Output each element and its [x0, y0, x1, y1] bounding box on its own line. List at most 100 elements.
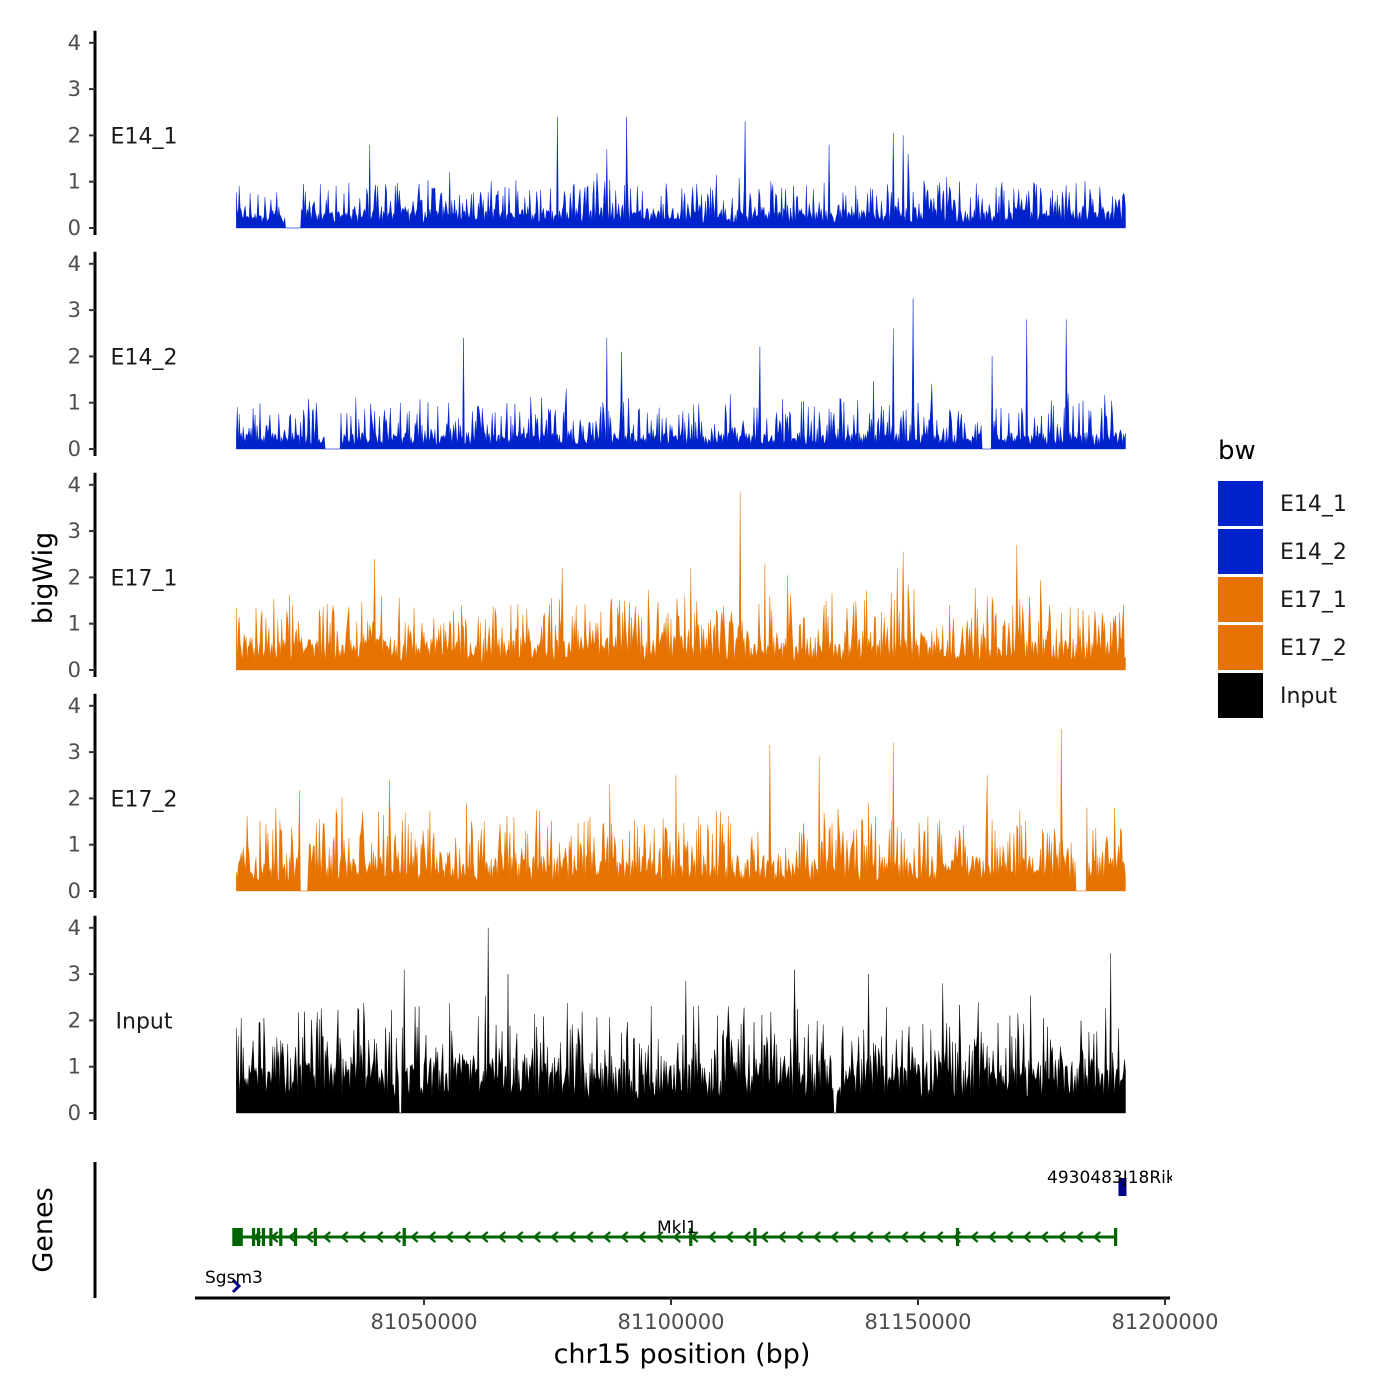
strand-arrow — [742, 1231, 751, 1243]
strand-arrow — [812, 1231, 821, 1243]
y-tick-label: 4 — [68, 31, 81, 55]
strand-arrow — [900, 1231, 909, 1243]
strand-arrow — [917, 1231, 926, 1243]
x-tick-label: 81150000 — [865, 1310, 972, 1334]
x-tick-label: 81200000 — [1112, 1310, 1219, 1334]
y-tick-label: 2 — [68, 344, 81, 368]
y-tick-label: 3 — [68, 740, 81, 764]
exon — [753, 1228, 757, 1246]
y-tick-label: 1 — [68, 391, 81, 415]
strand-arrow — [847, 1231, 856, 1243]
y-tick-label: 0 — [68, 216, 81, 240]
strand-arrow — [830, 1231, 839, 1243]
strand-arrow — [231, 1278, 242, 1294]
strand-arrow — [1092, 1231, 1101, 1243]
gene-label: 4930483J18Rik — [1047, 1168, 1176, 1188]
y-tick-label: 1 — [68, 833, 81, 857]
track-label: E17_2 — [111, 787, 178, 812]
legend-label: E17_1 — [1280, 588, 1347, 613]
strand-arrow — [1005, 1231, 1014, 1243]
exon — [293, 1228, 298, 1246]
legend-label: E17_2 — [1280, 636, 1347, 661]
y-tick-label: 3 — [68, 519, 81, 543]
exon — [955, 1228, 960, 1246]
strand-arrow — [1057, 1231, 1066, 1243]
y-tick-label: 3 — [68, 298, 81, 322]
coverage-tracks: 0 1 2 3 4 E14_1 0 1 2 3 4 E14_2 0 1 2 3 4 E17_1 0 1 2 3 4 E17_2… — [68, 30, 1126, 1125]
strand-arrow — [935, 1231, 944, 1243]
x-axis: 81050000 81100000 81150000 81200000 — [195, 1296, 1219, 1334]
legend-swatch — [1218, 529, 1263, 574]
gene-label: Mkl1 — [657, 1218, 697, 1238]
y-tick-label: 4 — [68, 694, 81, 718]
exon — [251, 1228, 256, 1246]
legend-swatch — [1218, 625, 1263, 670]
y-tick-label: 4 — [68, 252, 81, 276]
strand-arrow — [882, 1231, 891, 1243]
strand-arrow — [725, 1231, 734, 1243]
exon — [232, 1228, 241, 1246]
exon — [279, 1228, 283, 1246]
y-tick-label: 1 — [68, 612, 81, 636]
y-tick-label: 0 — [68, 437, 81, 461]
y-tick-label: 0 — [68, 879, 81, 903]
strand-arrow — [497, 1231, 506, 1243]
exon — [1118, 1178, 1127, 1196]
y-tick-label: 2 — [68, 123, 81, 147]
y-axis-title: bigWig — [28, 532, 59, 625]
x-axis-title: chr15 position (bp) — [554, 1339, 811, 1370]
y-tick-label: 2 — [68, 786, 81, 810]
gene-4930483j18rik: 4930483J18Rik — [1047, 1168, 1176, 1196]
legend: bw E14_1 E14_2 E17_1 E17_2 Input — [1218, 436, 1347, 718]
y-tick-label: 1 — [68, 1055, 81, 1079]
y-tick-label: 1 — [68, 170, 81, 194]
exon — [689, 1228, 693, 1246]
strand-arrow — [480, 1231, 489, 1243]
exon — [402, 1228, 406, 1246]
strand-arrow — [970, 1231, 979, 1243]
strand-arrow — [777, 1231, 786, 1243]
strand-arrow — [585, 1231, 594, 1243]
y-tick-label: 0 — [68, 1101, 81, 1125]
y-tick-label: 4 — [68, 916, 81, 940]
coverage-area — [236, 298, 1126, 450]
y-tick-label: 2 — [68, 1008, 81, 1032]
strand-arrow — [865, 1231, 874, 1243]
exon — [269, 1228, 273, 1246]
gene-mkl1: Mkl1 — [232, 1218, 1118, 1246]
strand-arrow — [1075, 1231, 1084, 1243]
track-input: 0 1 2 3 4 Input — [68, 915, 1126, 1125]
strand-arrow — [305, 1231, 314, 1243]
legend-swatch — [1218, 577, 1263, 622]
y-tick-label: 4 — [68, 473, 81, 497]
exon — [239, 1228, 243, 1246]
strand-arrow — [375, 1231, 384, 1243]
strand-arrow — [287, 1231, 296, 1243]
strand-arrow — [322, 1231, 331, 1243]
strand-arrow — [427, 1231, 436, 1243]
coverage-area — [236, 728, 1126, 892]
strand-arrow — [1040, 1231, 1049, 1243]
x-tick-label: 81050000 — [371, 1310, 478, 1334]
strand-arrow — [1022, 1231, 1031, 1243]
track-label: Input — [116, 1009, 173, 1034]
gene-sgsm3: Sgsm3 — [205, 1268, 263, 1294]
strand-arrow — [637, 1231, 646, 1243]
track-e14-1: 0 1 2 3 4 E14_1 — [68, 30, 1126, 240]
strand-arrow — [392, 1231, 401, 1243]
track-label: E14_2 — [111, 345, 178, 370]
genes-axis-title: Genes — [28, 1187, 59, 1272]
strand-arrow — [795, 1231, 804, 1243]
strand-arrow — [462, 1231, 471, 1243]
strand-arrow — [357, 1231, 366, 1243]
gene-track: Mkl1 4930483J18Rik Sgsm3 — [93, 1162, 1176, 1298]
track-label: E14_1 — [111, 124, 178, 149]
strand-arrow — [445, 1231, 454, 1243]
track-label: E17_1 — [111, 566, 178, 591]
strand-arrow — [620, 1231, 629, 1243]
strand-arrow — [567, 1231, 576, 1243]
strand-arrow — [602, 1231, 611, 1243]
exon — [313, 1228, 317, 1246]
legend-title: bw — [1218, 436, 1256, 466]
